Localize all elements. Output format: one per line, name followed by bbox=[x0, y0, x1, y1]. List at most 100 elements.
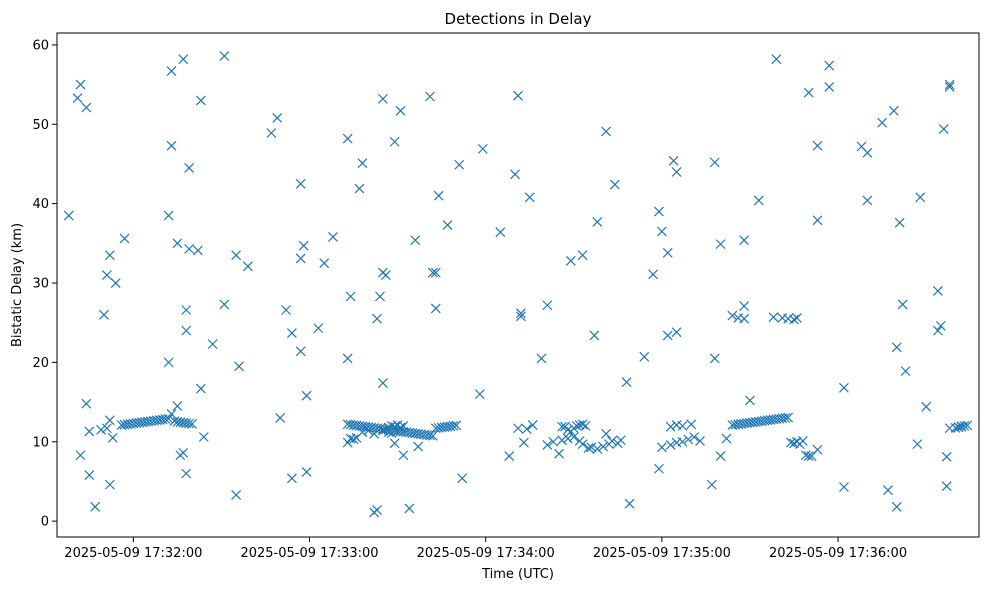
data-point bbox=[99, 309, 109, 320]
data-point bbox=[753, 195, 764, 206]
data-point bbox=[389, 136, 400, 147]
data-point bbox=[962, 420, 973, 431]
data-point bbox=[513, 423, 523, 434]
data-point bbox=[75, 450, 86, 461]
data-point bbox=[565, 255, 576, 266]
data-point bbox=[665, 440, 676, 450]
data-point bbox=[372, 505, 382, 515]
x-tick-label: 2025-05-09 17:32:00 bbox=[64, 546, 202, 561]
data-point bbox=[654, 206, 664, 217]
data-point bbox=[504, 451, 515, 461]
data-point bbox=[932, 325, 943, 336]
data-point bbox=[656, 442, 667, 453]
data-point bbox=[380, 270, 391, 281]
data-point bbox=[195, 383, 206, 394]
data-point bbox=[286, 473, 297, 484]
data-point bbox=[862, 147, 873, 158]
data-point bbox=[589, 330, 600, 341]
data-point bbox=[706, 479, 717, 490]
data-point bbox=[413, 441, 424, 452]
data-point bbox=[671, 166, 682, 177]
data-point bbox=[442, 220, 453, 231]
data-point bbox=[894, 217, 905, 228]
data-point bbox=[427, 267, 438, 278]
data-point bbox=[378, 378, 388, 388]
data-point bbox=[935, 320, 946, 331]
data-point bbox=[430, 267, 441, 278]
data-point bbox=[812, 215, 823, 226]
data-point bbox=[601, 126, 612, 137]
data-point bbox=[354, 183, 365, 194]
data-point bbox=[598, 441, 609, 452]
data-point bbox=[571, 420, 582, 431]
data-point bbox=[877, 117, 888, 128]
x-tick-label: 2025-05-09 17:34:00 bbox=[417, 546, 555, 561]
data-point bbox=[797, 436, 808, 446]
y-tick-label: 10 bbox=[32, 435, 49, 450]
data-point bbox=[81, 102, 92, 113]
data-point bbox=[101, 270, 112, 281]
data-point bbox=[272, 113, 283, 123]
data-point bbox=[557, 421, 567, 432]
data-point bbox=[395, 105, 406, 116]
data-point bbox=[198, 432, 209, 442]
data-point bbox=[524, 192, 535, 203]
data-point bbox=[950, 422, 961, 433]
data-point bbox=[542, 300, 553, 311]
data-point bbox=[709, 157, 720, 168]
data-point bbox=[518, 437, 529, 448]
y-tick-label: 60 bbox=[32, 38, 49, 53]
data-point bbox=[166, 66, 177, 77]
data-point bbox=[671, 327, 682, 338]
data-point bbox=[357, 427, 368, 438]
data-point bbox=[727, 310, 738, 321]
data-point bbox=[266, 128, 277, 138]
data-point bbox=[166, 140, 177, 151]
data-point bbox=[883, 485, 893, 496]
data-point bbox=[104, 479, 115, 490]
data-point bbox=[63, 210, 74, 221]
data-point bbox=[609, 179, 620, 190]
data-point bbox=[398, 450, 409, 461]
data-point bbox=[298, 240, 309, 251]
data-point bbox=[677, 436, 688, 447]
data-point bbox=[662, 247, 673, 258]
data-point bbox=[178, 54, 189, 65]
data-point bbox=[433, 190, 444, 201]
data-point bbox=[677, 420, 688, 431]
data-point bbox=[739, 313, 750, 324]
data-point bbox=[944, 79, 955, 90]
data-point bbox=[81, 398, 92, 409]
data-point bbox=[839, 482, 849, 492]
data-point bbox=[219, 299, 230, 310]
data-point bbox=[404, 503, 415, 514]
data-point bbox=[521, 424, 532, 434]
data-point bbox=[378, 93, 388, 104]
data-point bbox=[231, 490, 242, 500]
data-point bbox=[516, 308, 526, 319]
data-point bbox=[342, 437, 353, 448]
data-point bbox=[231, 250, 242, 261]
data-point bbox=[281, 305, 291, 315]
data-point bbox=[242, 261, 253, 272]
data-point bbox=[342, 353, 353, 364]
y-tick-label: 50 bbox=[32, 118, 49, 133]
data-point bbox=[319, 258, 330, 269]
data-point bbox=[592, 216, 603, 227]
data-points bbox=[63, 52, 973, 518]
data-point bbox=[824, 82, 835, 92]
data-point bbox=[536, 353, 547, 364]
data-point bbox=[577, 250, 588, 261]
data-point bbox=[84, 470, 95, 481]
x-tick-label: 2025-05-09 17:33:00 bbox=[240, 546, 378, 561]
data-point bbox=[430, 303, 441, 314]
data-point bbox=[163, 413, 174, 424]
data-point bbox=[888, 105, 899, 116]
data-point bbox=[295, 346, 306, 357]
data-point bbox=[577, 419, 588, 430]
data-point bbox=[648, 269, 658, 280]
data-point bbox=[639, 351, 650, 362]
data-point bbox=[542, 440, 553, 450]
